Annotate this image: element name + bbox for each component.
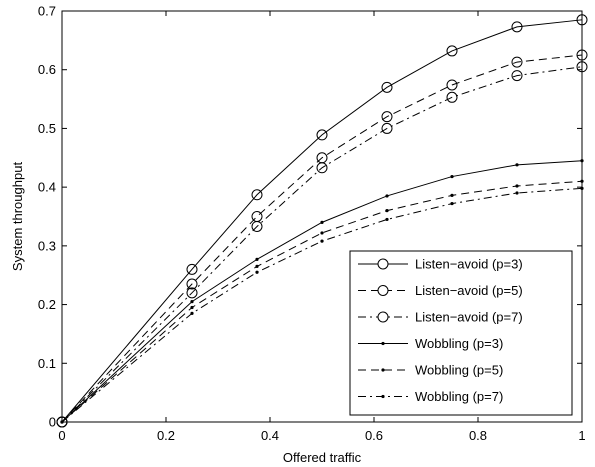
series-line bbox=[61, 160, 583, 423]
data-point bbox=[385, 209, 389, 213]
legend-item: Listen−avoid (p=7) bbox=[358, 310, 523, 325]
data-point bbox=[580, 186, 584, 190]
data-point bbox=[186, 278, 198, 290]
y-tick-label: 0 bbox=[49, 415, 56, 430]
data-point bbox=[576, 49, 588, 61]
data-point bbox=[251, 220, 263, 232]
data-point bbox=[251, 189, 263, 201]
series-3 bbox=[56, 61, 588, 428]
series-line bbox=[61, 19, 583, 423]
x-axis-label: Offered traffic bbox=[283, 450, 362, 465]
data-point bbox=[381, 122, 393, 134]
data-point bbox=[511, 56, 523, 68]
legend-marker-dot bbox=[381, 341, 385, 346]
legend-label: Wobbling (p=5) bbox=[415, 363, 503, 378]
legend-label: Listen−avoid (p=5) bbox=[415, 283, 523, 298]
legend-label: Listen−avoid (p=7) bbox=[415, 310, 523, 325]
data-point bbox=[186, 287, 198, 299]
data-point bbox=[190, 311, 194, 315]
data-point bbox=[580, 179, 584, 183]
data-point bbox=[446, 45, 458, 57]
data-point bbox=[320, 239, 324, 243]
series-6 bbox=[60, 186, 584, 424]
data-point bbox=[190, 300, 194, 304]
data-point bbox=[385, 194, 389, 198]
legend-marker-circle bbox=[377, 311, 389, 323]
data-point bbox=[255, 257, 259, 261]
x-tick-label: 0 bbox=[58, 428, 65, 443]
data-point bbox=[450, 193, 454, 197]
data-point bbox=[381, 111, 393, 123]
x-tick-label: 0.2 bbox=[157, 428, 175, 443]
data-point bbox=[316, 162, 328, 174]
data-point bbox=[580, 159, 584, 163]
y-tick-label: 0.7 bbox=[38, 4, 56, 19]
data-point bbox=[446, 91, 458, 103]
data-point bbox=[511, 70, 523, 82]
y-tick-label: 0.2 bbox=[38, 297, 56, 312]
data-point bbox=[381, 81, 393, 93]
legend-marker-dot bbox=[381, 394, 385, 399]
legend-label: Wobbling (p=7) bbox=[415, 389, 503, 404]
data-point bbox=[56, 416, 68, 428]
axis-ticks: 0 0.2 0.4 0.6 0.8 1 0 0.1 0.2 0.3 0.4 0.5 0.6 0.7 bbox=[38, 4, 586, 444]
data-point bbox=[320, 231, 324, 235]
y-tick-label: 0.5 bbox=[38, 121, 56, 136]
series-line bbox=[61, 187, 583, 423]
legend-label: Wobbling (p=3) bbox=[415, 336, 503, 351]
data-point bbox=[450, 174, 454, 179]
series-layer bbox=[56, 14, 588, 428]
legend-label: Listen−avoid (p=3) bbox=[415, 257, 523, 272]
data-point bbox=[255, 264, 259, 269]
legend-items: Listen−avoid (p=3) Listen−avoid (p=5) List… bbox=[358, 257, 523, 404]
data-point bbox=[450, 201, 454, 206]
data-point bbox=[255, 270, 259, 274]
y-tick-label: 0.1 bbox=[38, 356, 56, 371]
legend-item: Listen−avoid (p=5) bbox=[358, 283, 523, 298]
data-point bbox=[576, 14, 588, 26]
y-tick-label: 0.4 bbox=[38, 180, 56, 195]
legend-marker-dot bbox=[381, 368, 385, 372]
data-point bbox=[515, 163, 519, 167]
series-line bbox=[61, 180, 583, 423]
x-tick-label: 0.8 bbox=[469, 428, 487, 443]
data-point bbox=[515, 191, 519, 195]
legend-item: Wobbling (p=3) bbox=[358, 336, 503, 351]
y-tick-label: 0.3 bbox=[38, 238, 56, 253]
data-point bbox=[576, 61, 588, 73]
data-point bbox=[446, 79, 458, 91]
y-tick-label: 0.6 bbox=[38, 62, 56, 77]
legend-marker-circle bbox=[377, 285, 389, 296]
data-point bbox=[511, 21, 523, 33]
data-point bbox=[316, 129, 328, 141]
data-point bbox=[190, 305, 194, 310]
legend-marker-circle bbox=[377, 258, 389, 270]
data-point bbox=[385, 217, 389, 222]
legend-box bbox=[349, 250, 573, 416]
data-point bbox=[515, 184, 519, 188]
data-point bbox=[186, 263, 198, 275]
x-tick-label: 0.6 bbox=[365, 428, 383, 443]
series-line bbox=[61, 54, 583, 423]
series-line bbox=[61, 66, 583, 423]
legend-item: Listen−avoid (p=3) bbox=[358, 257, 523, 272]
legend-item: Wobbling (p=5) bbox=[358, 363, 503, 378]
legend: Listen−avoid (p=3) Listen−avoid (p=5) List… bbox=[349, 250, 573, 416]
x-tick-label: 1 bbox=[578, 428, 585, 443]
y-axis-label: System throughput bbox=[10, 162, 25, 272]
data-point bbox=[320, 220, 324, 224]
series-1 bbox=[56, 14, 588, 428]
data-point bbox=[60, 420, 64, 424]
legend-item: Wobbling (p=7) bbox=[358, 389, 503, 404]
x-tick-label: 0.4 bbox=[261, 428, 279, 443]
